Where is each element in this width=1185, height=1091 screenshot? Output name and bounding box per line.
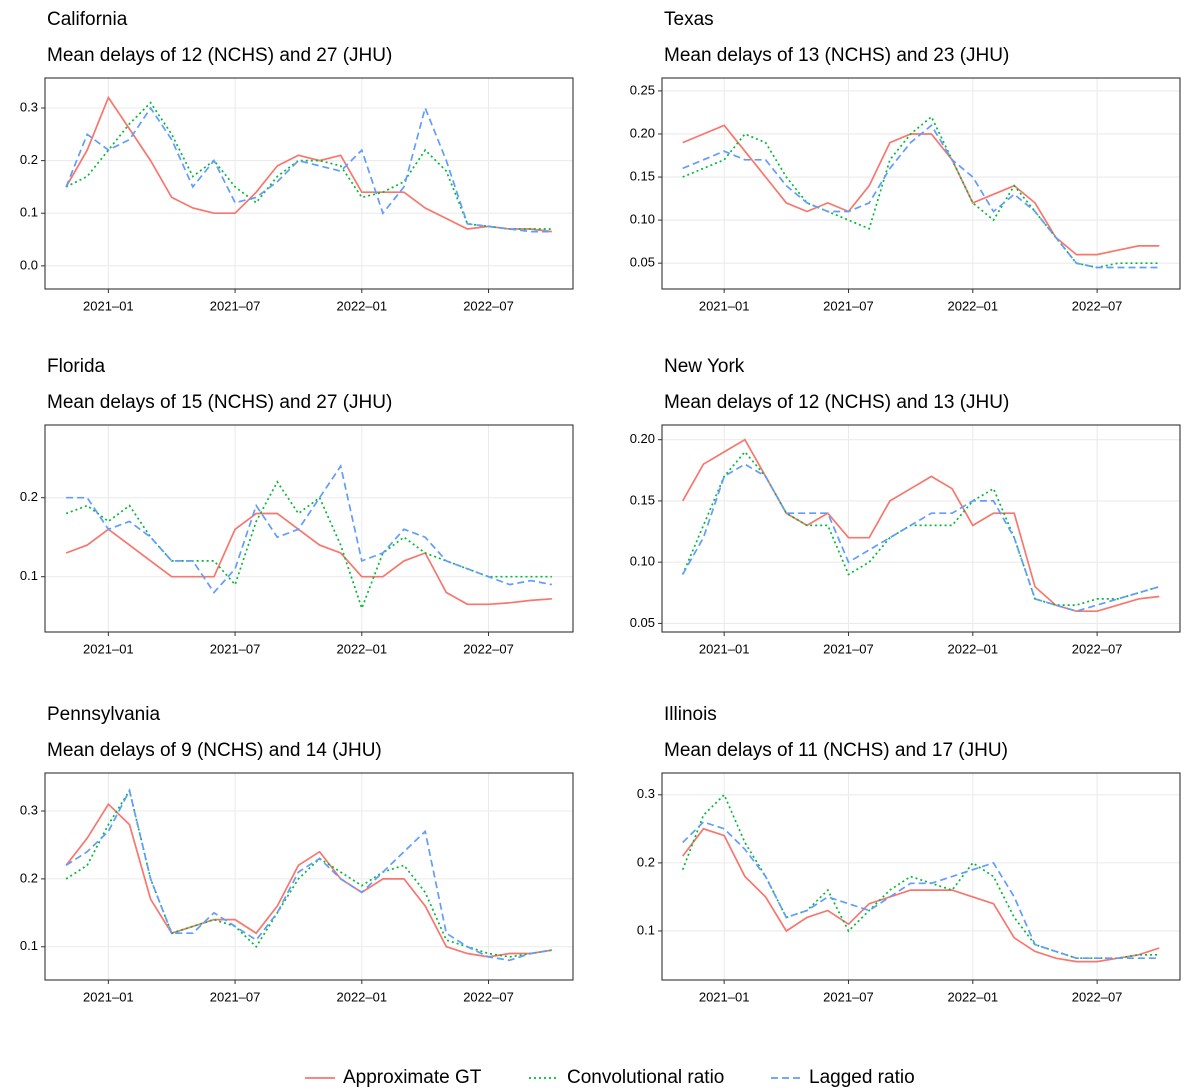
x-tick-label: 2021–01 — [699, 298, 750, 313]
x-tick-label: 2021–07 — [210, 641, 261, 656]
series-line — [66, 463, 553, 594]
x-tick-label: 2022–07 — [1072, 989, 1123, 1004]
panel-subtitle: Mean delays of 11 (NCHS) and 17 (JHU) — [664, 740, 1008, 761]
panel-border — [44, 424, 574, 633]
series-line — [682, 124, 1160, 256]
series-line — [65, 105, 552, 233]
y-tick-label: 0.20 — [630, 431, 655, 446]
y-tick-label: 0.10 — [630, 554, 655, 569]
x-tick-label: 2021–07 — [823, 641, 874, 656]
series-line — [681, 463, 1160, 613]
x-tick-label: 2021–01 — [699, 989, 750, 1004]
y-tick-label: 0.1 — [20, 205, 38, 220]
y-tick-label: 0.15 — [630, 492, 655, 507]
y-tick-label: 0.1 — [20, 568, 38, 583]
panel-border — [661, 772, 1181, 981]
x-tick-label: 2022–07 — [463, 641, 514, 656]
panel-border — [44, 77, 574, 290]
y-tick-label: 0.15 — [630, 168, 655, 183]
y-tick-label: 0.1 — [637, 922, 655, 937]
x-tick-label: 2022–01 — [336, 298, 387, 313]
x-tick-label: 2022–07 — [1072, 641, 1123, 656]
series-line — [65, 802, 553, 958]
y-tick-label: 0.25 — [630, 82, 655, 97]
panel-subtitle: Mean delays of 15 (NCHS) and 27 (JHU) — [47, 392, 392, 413]
x-tick-label: 2021–01 — [83, 641, 134, 656]
x-tick-label: 2022–01 — [947, 989, 998, 1004]
x-tick-label: 2022–01 — [336, 989, 387, 1004]
series-line — [65, 512, 552, 606]
series-line — [681, 438, 1160, 613]
legend-label: Lagged ratio — [809, 1067, 915, 1088]
panel-subtitle: Mean delays of 12 (NCHS) and 27 (JHU) — [47, 45, 392, 66]
series-line — [681, 793, 1160, 960]
panel-title: New York — [664, 356, 745, 377]
legend-label: Approximate GT — [343, 1067, 482, 1088]
panel-border — [661, 424, 1181, 633]
series-line — [681, 450, 1160, 606]
panel-title: Pennsylvania — [47, 704, 160, 725]
series-line — [65, 95, 553, 233]
panel-subtitle: Mean delays of 9 (NCHS) and 14 (JHU) — [47, 740, 382, 761]
y-tick-label: 0.3 — [20, 802, 38, 817]
x-tick-label: 2022–07 — [463, 989, 514, 1004]
y-tick-label: 0.10 — [630, 212, 655, 227]
y-tick-label: 0.2 — [637, 854, 655, 869]
panel-title: Texas — [664, 9, 714, 30]
series-line — [682, 821, 1160, 960]
panel-border — [661, 77, 1181, 290]
x-tick-label: 2022–07 — [1072, 298, 1123, 313]
series-line — [65, 480, 552, 611]
y-tick-label: 0.1 — [20, 938, 38, 953]
panel-subtitle: Mean delays of 13 (NCHS) and 23 (JHU) — [664, 45, 1009, 66]
y-tick-label: 0.05 — [630, 255, 655, 270]
y-tick-label: 0.2 — [20, 870, 38, 885]
series-line — [65, 101, 552, 230]
x-tick-label: 2022–01 — [336, 641, 387, 656]
series-line — [682, 124, 1160, 269]
legend-label: Convolutional ratio — [567, 1067, 724, 1088]
y-tick-label: 0.3 — [20, 99, 38, 114]
x-tick-label: 2021–07 — [210, 989, 261, 1004]
x-tick-label: 2021–07 — [823, 298, 874, 313]
panel-title: Florida — [47, 356, 106, 377]
panel-title: California — [47, 9, 128, 30]
y-tick-label: 0.2 — [20, 489, 38, 504]
panel-subtitle: Mean delays of 12 (NCHS) and 13 (JHU) — [664, 392, 1009, 413]
y-tick-label: 0.05 — [630, 615, 655, 630]
y-tick-label: 0.20 — [630, 125, 655, 140]
series-line — [682, 115, 1160, 269]
x-tick-label: 2021–01 — [83, 298, 134, 313]
panel-title: Illinois — [664, 704, 717, 725]
x-tick-label: 2021–01 — [83, 989, 134, 1004]
panel-border — [44, 772, 574, 981]
series-line — [65, 788, 553, 962]
y-tick-label: 0.2 — [20, 152, 38, 167]
series-line — [65, 788, 553, 958]
x-tick-label: 2022–07 — [463, 298, 514, 313]
x-tick-label: 2022–01 — [947, 298, 998, 313]
x-tick-label: 2022–01 — [947, 641, 998, 656]
x-tick-label: 2021–07 — [210, 298, 261, 313]
x-tick-label: 2021–01 — [699, 641, 750, 656]
x-tick-label: 2021–07 — [823, 989, 874, 1004]
y-tick-label: 0.0 — [20, 257, 38, 272]
series-line — [682, 827, 1160, 963]
y-tick-label: 0.3 — [637, 786, 655, 801]
